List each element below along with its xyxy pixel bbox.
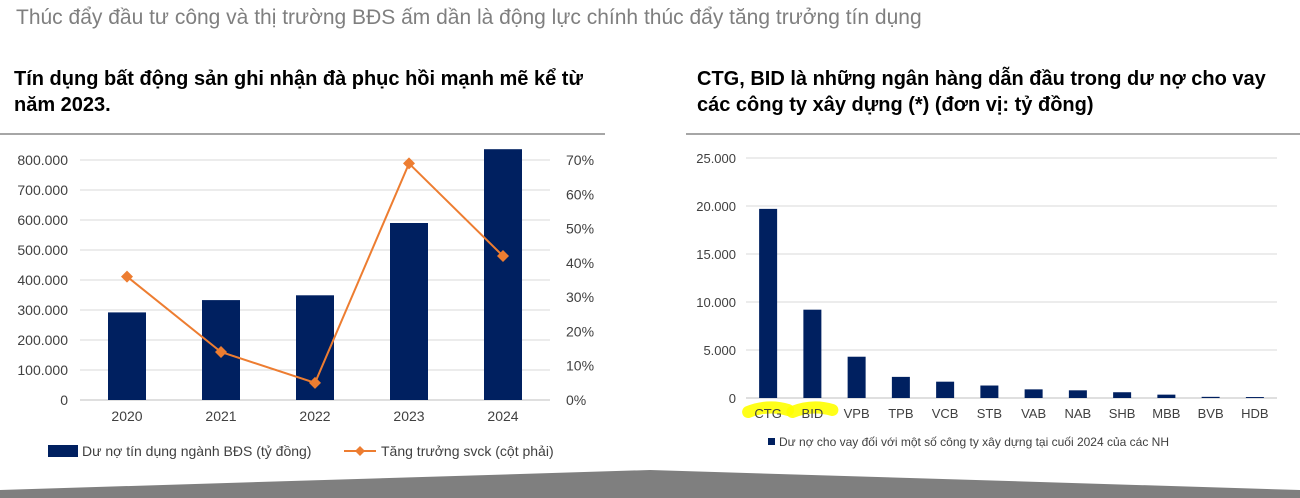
construction-loan-bar (891, 376, 910, 398)
right-y-tick-label: 10.000 (696, 295, 736, 310)
left-x-tick-label: 2020 (111, 408, 142, 424)
growth-marker (121, 270, 133, 283)
left-y-tick-label: 200.000 (17, 332, 68, 348)
left-x-tick-label: 2021 (205, 408, 236, 424)
right-x-tick-label: SHB (1109, 406, 1136, 421)
right-x-tick-label: VAB (1021, 406, 1046, 421)
right-x-tick-label: VCB (932, 406, 959, 421)
left-y-tick-label: 400.000 (17, 272, 68, 288)
right-x-tick-label: STB (977, 406, 1002, 421)
construction-loan-bar (803, 309, 822, 398)
right-y-tick-label: 20.000 (696, 199, 736, 214)
highlight-mark (786, 401, 839, 418)
legend-line-marker (355, 446, 365, 456)
growth-marker (403, 157, 415, 170)
left-y-tick-label: 100.000 (17, 362, 68, 378)
legend-bar-swatch (48, 445, 78, 457)
growth-marker (497, 250, 509, 262)
construction-loan-bar (1024, 389, 1043, 398)
right-y-tick-label: 15.000 (696, 247, 736, 262)
left-x-tick-label: 2022 (299, 408, 330, 424)
right-x-tick-label: BVB (1198, 406, 1224, 421)
right-y-tick-label: 25.000 (696, 151, 736, 166)
left-x-tick-label: 2023 (393, 408, 424, 424)
legend-bank-swatch (768, 438, 775, 445)
construction-loan-bar (759, 208, 778, 398)
credit-bar (390, 223, 428, 400)
left-y2-tick-label: 30% (566, 289, 594, 305)
credit-bar (484, 149, 522, 400)
left-chart-title: Tín dụng bất động sản ghi nhận đà phục h… (14, 68, 583, 116)
highlight-mark (742, 401, 795, 418)
left-y-tick-label: 300.000 (17, 302, 68, 318)
right-title-divider (686, 133, 1300, 135)
left-y2-tick-label: 0% (566, 392, 586, 408)
left-y2-tick-label: 60% (566, 186, 594, 202)
left-y-tick-label: 800.000 (17, 152, 68, 168)
right-chart-title: CTG, BID là những ngân hàng dẫn đầu tron… (697, 68, 1266, 116)
construction-loan-bar (1068, 390, 1087, 398)
legend-line-label: Tăng trưởng svck (cột phải) (381, 443, 554, 459)
construction-loan-bar (980, 385, 999, 398)
left-y2-tick-label: 20% (566, 323, 594, 339)
right-x-tick-label: BID (802, 406, 824, 421)
left-y-tick-label: 0 (60, 392, 68, 408)
right-x-tick-label: VPB (844, 406, 870, 421)
construction-loan-bar (1245, 397, 1264, 398)
left-x-tick-label: 2024 (487, 408, 518, 424)
construction-loan-bar (1113, 392, 1132, 398)
left-title-divider (0, 133, 605, 135)
left-y2-tick-label: 70% (566, 152, 594, 168)
construction-loan-bar (1157, 394, 1176, 398)
construction-loan-bar (847, 356, 866, 398)
legend-bank-label: Dư nợ cho vay đối với một số công ty xây… (779, 435, 1169, 449)
right-y-tick-label: 0 (729, 391, 736, 406)
left-y-tick-label: 700.000 (17, 182, 68, 198)
construction-loan-bar (936, 381, 955, 398)
left-y2-tick-label: 10% (566, 358, 594, 374)
right-x-tick-label: TPB (888, 406, 913, 421)
right-x-tick-label: HDB (1241, 406, 1268, 421)
growth-marker (215, 346, 227, 358)
right-y-tick-label: 5.000 (703, 343, 736, 358)
construction-loan-bar (1201, 396, 1220, 398)
left-y2-tick-label: 50% (566, 221, 594, 237)
right-x-tick-label: NAB (1065, 406, 1092, 421)
credit-bar (108, 312, 146, 400)
left-y2-tick-label: 40% (566, 255, 594, 271)
left-y-tick-label: 500.000 (17, 242, 68, 258)
right-x-tick-label: CTG (754, 406, 781, 421)
left-y-tick-label: 600.000 (17, 212, 68, 228)
right-x-tick-label: MBB (1152, 406, 1180, 421)
page-title: Thúc đẩy đầu tư công và thị trường BĐS ấ… (16, 6, 922, 29)
footer-band (0, 470, 1300, 498)
growth-marker (309, 376, 321, 389)
legend-bar-label: Dư nợ tín dụng ngành BĐS (tỷ đồng) (82, 443, 311, 459)
